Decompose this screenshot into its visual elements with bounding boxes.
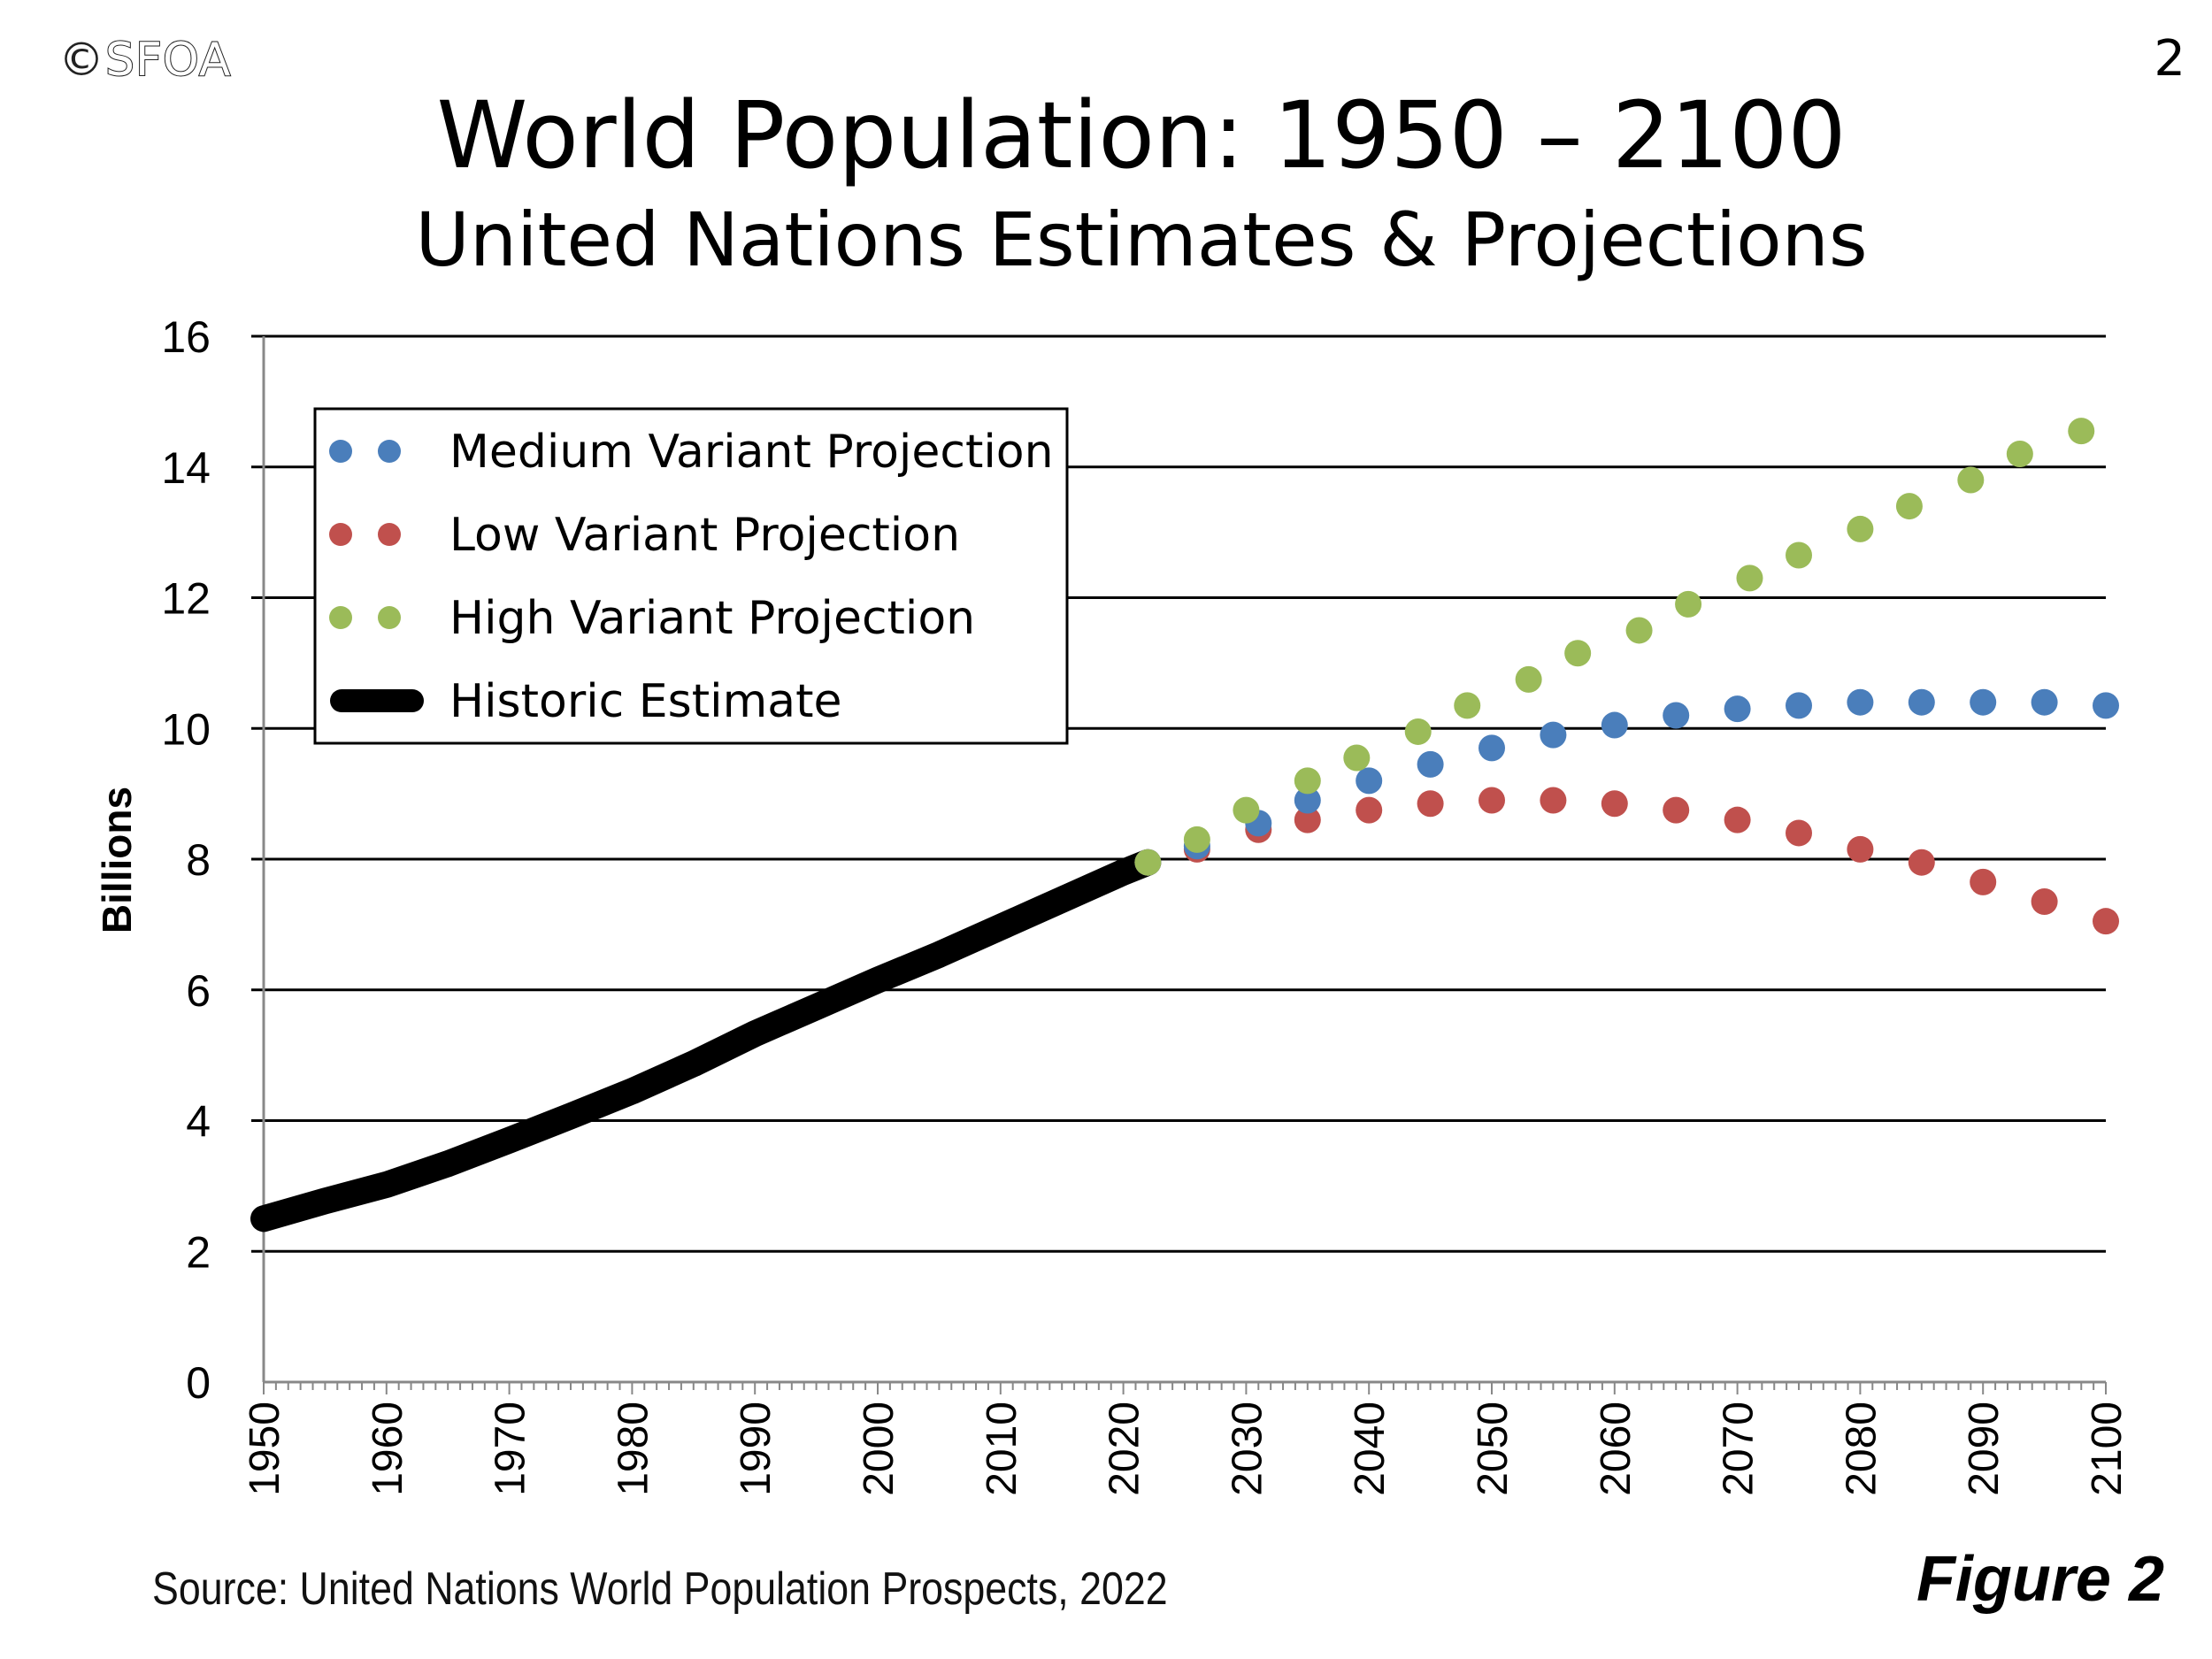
legend-label-high-variant-projection: High Variant Projection xyxy=(449,592,975,645)
x-tick-label: 1950 xyxy=(242,1402,288,1496)
high-variant-projection-point xyxy=(2006,440,2033,467)
x-tick-label: 2060 xyxy=(1593,1402,1640,1496)
high-variant-projection-point xyxy=(1675,590,1702,618)
x-tick-label: 2050 xyxy=(1470,1402,1517,1496)
high-variant-projection-point xyxy=(1134,849,1162,876)
low-variant-projection-point xyxy=(1601,790,1628,818)
low-variant-projection-point xyxy=(1479,787,1505,814)
high-variant-projection-point xyxy=(1404,718,1432,745)
data-series xyxy=(250,418,2119,1233)
copyright-symbol: © xyxy=(58,34,105,87)
legend-swatch-medium-variant-projection xyxy=(378,440,401,463)
low-variant-projection-point xyxy=(1908,849,1935,876)
legend-swatch-low-variant-projection xyxy=(329,523,352,546)
source-note: Source: United Nations World Population … xyxy=(152,1563,1168,1615)
high-variant-projection-point xyxy=(1454,692,1481,719)
medium-variant-projection-point xyxy=(1786,692,1812,719)
low-variant-projection-point xyxy=(1970,868,1997,895)
low-variant-projection-point xyxy=(1294,806,1321,833)
high-variant-projection-point xyxy=(1786,541,1812,569)
figure-label: Figure 2 xyxy=(1916,1544,2164,1615)
high-variant-projection-point xyxy=(1957,466,1985,494)
x-tick-label: 1960 xyxy=(365,1402,411,1496)
page-number: 2 xyxy=(2154,30,2185,88)
medium-variant-projection-point xyxy=(1540,721,1567,749)
x-tick-label: 2070 xyxy=(1716,1402,1763,1496)
y-tick-label: 2 xyxy=(186,1227,211,1277)
legend-swatch-low-variant-projection xyxy=(378,523,401,546)
x-tick-label: 2010 xyxy=(979,1402,1025,1496)
medium-variant-projection-point xyxy=(2093,692,2119,719)
x-tick-label: 2100 xyxy=(2084,1402,2131,1496)
y-tick-labels: 0 2 4 6 8 10 12 14 16 xyxy=(161,312,211,1408)
high-variant-projection-point xyxy=(1625,617,1653,644)
high-variant-projection-point xyxy=(1343,744,1371,772)
x-tick-label: 1990 xyxy=(733,1402,780,1496)
x-tick-label: 2080 xyxy=(1838,1402,1885,1496)
legend-swatch-high-variant-projection xyxy=(329,606,352,629)
medium-variant-projection-point xyxy=(2031,688,2058,716)
high-variant-projection-point xyxy=(1233,796,1260,824)
chart-title: World Population: 1950 – 2100 xyxy=(436,81,1847,189)
axes xyxy=(262,336,2107,1394)
medium-variant-projection-point xyxy=(1479,734,1505,762)
high-variant-projection-point xyxy=(1515,665,1542,693)
high-variant-projection-point xyxy=(1564,640,1592,667)
x-tick-label: 2020 xyxy=(1102,1402,1148,1496)
medium-variant-projection-point xyxy=(1724,695,1751,723)
y-tick-label: 12 xyxy=(161,574,211,624)
x-tick-labels: 1950 1960 1970 1980 1990 2000 2010 2020 2030 2040… xyxy=(242,1402,2131,1496)
x-tick-label: 2090 xyxy=(1961,1402,2008,1496)
legend-label-low-variant-projection: Low Variant Projection xyxy=(449,509,960,562)
y-axis-label: Billions xyxy=(94,787,140,933)
y-tick-label: 4 xyxy=(186,1097,211,1147)
x-tick-label: 1970 xyxy=(488,1402,534,1496)
chart-subtitle: United Nations Estimates & Projections xyxy=(415,196,1868,283)
logo-text: SFOA xyxy=(104,33,232,88)
historic-estimate-line xyxy=(250,849,1162,1233)
medium-variant-projection-point xyxy=(1663,702,1690,729)
medium-variant-projection-point xyxy=(1417,750,1444,778)
medium-variant-projection-point xyxy=(1601,711,1628,739)
medium-variant-projection-point xyxy=(1294,787,1321,814)
y-tick-label: 8 xyxy=(186,835,211,885)
low-variant-projection-point xyxy=(1356,796,1383,824)
high-variant-projection-point xyxy=(1895,493,1923,520)
medium-variant-projection-point xyxy=(1970,688,1997,716)
y-tick-label: 0 xyxy=(186,1358,211,1408)
low-variant-projection-point xyxy=(1417,790,1444,818)
x-tick-label: 2030 xyxy=(1224,1402,1271,1496)
low-variant-projection-point xyxy=(1663,796,1690,824)
low-variant-projection-point xyxy=(2031,888,2058,916)
high-variant-projection-point xyxy=(1294,767,1321,795)
low-variant-projection-point xyxy=(1786,819,1812,847)
high-variant-projection-point xyxy=(2068,418,2095,445)
x-tick-label: 2040 xyxy=(1347,1402,1394,1496)
legend-swatch-medium-variant-projection xyxy=(329,440,352,463)
high-variant-projection-point xyxy=(1847,515,1874,542)
legend-box xyxy=(313,407,1069,745)
high-variant-projection-point xyxy=(1183,826,1210,853)
low-variant-projection-point xyxy=(1724,806,1751,833)
legend-label-historic-estimate: Historic Estimate xyxy=(449,675,841,728)
low-variant-projection-point xyxy=(1540,787,1567,814)
medium-variant-projection-point xyxy=(1847,688,1874,716)
low-variant-projection-point xyxy=(1847,835,1874,863)
legend: Medium Variant Projection Low Variant Pro… xyxy=(313,407,1069,745)
y-tick-label: 10 xyxy=(161,704,211,754)
y-tick-label: 16 xyxy=(161,312,211,362)
legend-swatch-high-variant-projection xyxy=(378,606,401,629)
y-tick-label: 6 xyxy=(186,966,211,1016)
medium-variant-projection-point xyxy=(1908,688,1935,716)
y-tick-label: 14 xyxy=(161,443,211,493)
low-variant-projection-point xyxy=(2093,908,2119,935)
x-tick-label: 1980 xyxy=(610,1402,657,1496)
x-tick-label: 2000 xyxy=(856,1402,902,1496)
medium-variant-projection-point xyxy=(1356,767,1383,795)
sfoa-logo: ©SFOA xyxy=(58,33,232,88)
legend-label-medium-variant-projection: Medium Variant Projection xyxy=(449,426,1054,479)
high-variant-projection-point xyxy=(1736,565,1763,592)
